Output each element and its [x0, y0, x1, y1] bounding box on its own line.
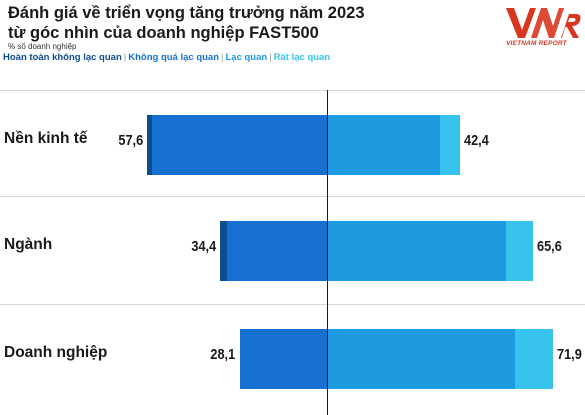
bar-segment-không-quá-lạc-quan: [152, 115, 328, 175]
chart-legend: Hoàn toàn không lạc quan | Không quá lạc q…: [3, 52, 330, 63]
category-label: Doanh nghiệp: [4, 344, 108, 361]
bar-segment-hoàn-toàn-không-lạc-quan: [147, 115, 153, 175]
right-total-label: 42,4: [464, 132, 490, 149]
legend-separator: |: [221, 52, 224, 63]
bar-segment-không-quá-lạc-quan: [239, 329, 328, 389]
bar-segment-rất-lạc-quan: [506, 221, 533, 281]
left-total-label: 57,6: [118, 132, 144, 149]
legend-item-2: Lạc quan: [225, 52, 268, 63]
right-total-label: 65,6: [536, 238, 562, 255]
bar-segment-rất-lạc-quan: [439, 115, 461, 175]
zero-axis-line: [327, 90, 328, 415]
bar-segment-không-quá-lạc-quan: [227, 221, 328, 281]
grid-line: [0, 90, 585, 91]
vnr-logo: [506, 8, 581, 38]
legend-item-1: Không quá lạc quan: [128, 52, 220, 63]
category-label: Ngành: [4, 236, 53, 253]
left-total-label: 28,1: [210, 346, 236, 363]
bar-segment-lạc-quan: [327, 329, 515, 389]
logo-caption: VIETNAM REPORT: [506, 40, 567, 47]
grid-line: [0, 304, 585, 305]
grid-line: [0, 196, 585, 197]
bar-segment-hoàn-toàn-không-lạc-quan: [219, 221, 227, 281]
legend-item-3: Rất lạc quan: [273, 52, 331, 63]
chart-title: Đánh giá về triển vọng tăng trưởng năm 2…: [8, 3, 478, 43]
legend-separator: |: [269, 52, 272, 63]
bar-segment-lạc-quan: [327, 115, 440, 175]
right-total-label: 71,9: [556, 346, 582, 363]
chart-title-line2: từ góc nhìn của doanh nghiệp FAST500: [8, 24, 319, 42]
bar-segment-rất-lạc-quan: [514, 329, 553, 389]
chart-title-line1: Đánh giá về triển vọng tăng trưởng năm 2…: [8, 4, 365, 22]
legend-item-0: Hoàn toàn không lạc quan: [3, 52, 122, 63]
bar-segment-lạc-quan: [327, 221, 507, 281]
left-total-label: 34,4: [191, 238, 216, 255]
category-label: Nền kinh tế: [4, 130, 88, 147]
unit-note: % số doanh nghiệp: [8, 42, 77, 51]
legend-separator: |: [123, 52, 127, 63]
